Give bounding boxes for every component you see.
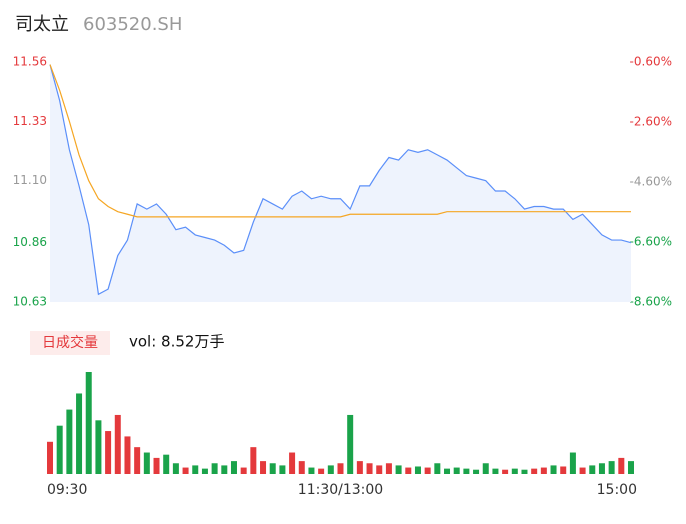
volume-bar [463,468,470,474]
volume-bar [414,466,421,474]
volume-bar [308,467,315,474]
volume-bar [318,468,325,474]
volume-bar [628,461,634,474]
volume-bar [192,465,199,474]
stock-name: 司太立 [15,14,69,35]
volume-bar [163,454,170,474]
x-tick-label: 11:30/13:00 [298,482,383,498]
volume-bar [540,467,547,474]
y2-tick-label: -4.60% [630,175,672,189]
volume-bar [172,463,179,474]
volume-bar [473,469,480,474]
volume-bar [511,468,518,474]
volume-bar [56,425,63,474]
volume-bar [589,465,596,474]
volume-bar [531,468,538,474]
y-tick-label: 11.10 [13,173,47,187]
volume-bar [279,465,286,474]
volume-bar [550,465,557,474]
volume-bar [221,465,228,474]
volume-total: vol: 8.52万手 [129,333,224,351]
volume-bar [182,467,189,474]
volume-bar [453,467,460,474]
y2-tick-label: -0.60% [630,55,672,69]
volume-bar [230,461,237,474]
volume-title: 日成交量 [42,334,98,351]
volume-bar [598,463,605,474]
volume-bar [521,469,528,474]
x-tick-label: 09:30 [47,482,87,498]
volume-bar [85,372,92,474]
volume-bar [395,465,402,474]
volume-bar [502,469,509,474]
volume-bar [143,452,150,474]
volume-bar [579,467,586,474]
volume-bar [47,441,53,474]
volume-bar [76,393,83,474]
volume-bar [608,461,615,474]
volume-bar [337,463,344,474]
volume-bar [260,461,267,474]
stock-code: 603520.SH [83,14,182,35]
volume-bar [327,465,334,474]
volume-bar [405,467,412,474]
y-tick-label: 11.33 [13,114,47,128]
volume-bar [269,463,276,474]
average-line [49,64,631,218]
volume-bar [114,414,121,474]
volume-label-bg [30,331,110,355]
x-tick-label: 15:00 [597,482,637,498]
volume-bar [153,457,160,474]
y-tick-label: 10.86 [13,235,47,249]
y-tick-label: 10.63 [13,295,47,309]
volume-bar [95,420,102,474]
volume-bar [105,431,112,474]
volume-bar [560,466,567,474]
volume-bar [66,409,73,474]
volume-bar [347,414,354,474]
volume-bar [124,436,131,474]
volume-bar [356,461,363,474]
volume-bar [298,461,305,474]
volume-bar [201,468,208,474]
volume-bar [569,452,576,474]
volume-bar [376,465,383,474]
volume-bar [424,467,431,474]
volume-bar [492,468,499,474]
volume-bar [250,447,257,474]
y2-tick-label: -2.60% [630,115,672,129]
price-area [50,64,631,302]
price-line [49,64,632,296]
volume-bar [240,467,247,474]
volume-bar [289,452,296,474]
volume-bar [134,447,141,474]
volume-bar [444,468,451,474]
volume-bar [211,463,218,474]
y2-tick-label: -8.60% [630,295,672,309]
y2-tick-label: -6.60% [630,235,672,249]
volume-bar [482,463,489,474]
volume-bar [385,463,392,474]
y-tick-label: 11.56 [13,55,47,69]
volume-bar [618,457,625,474]
volume-bar [366,463,373,474]
volume-bar [434,463,441,474]
